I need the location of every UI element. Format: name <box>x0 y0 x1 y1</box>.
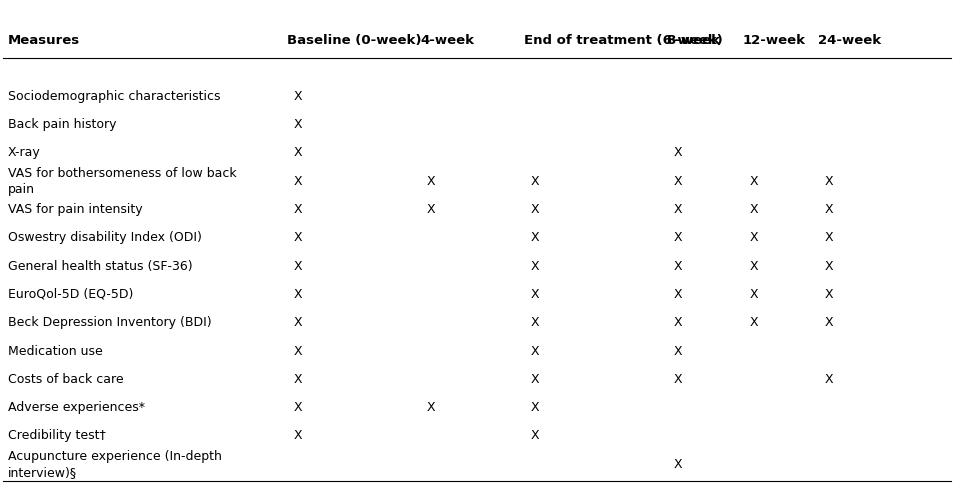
Text: Credibility test†: Credibility test† <box>8 430 105 442</box>
Text: Baseline (0-week): Baseline (0-week) <box>287 34 421 47</box>
Text: General health status (SF-36): General health status (SF-36) <box>8 260 192 273</box>
Text: X: X <box>294 373 302 386</box>
Text: Beck Depression Inventory (BDI): Beck Depression Inventory (BDI) <box>8 316 211 329</box>
Text: X: X <box>673 288 681 301</box>
Text: X: X <box>294 288 302 301</box>
Text: X: X <box>531 345 539 358</box>
Text: Back pain history: Back pain history <box>8 118 116 131</box>
Text: VAS for bothersomeness of low back
pain: VAS for bothersomeness of low back pain <box>8 167 236 196</box>
Text: 4-week: 4-week <box>419 34 474 47</box>
Text: X: X <box>294 316 302 329</box>
Text: X: X <box>673 231 681 244</box>
Text: X: X <box>673 316 681 329</box>
Text: X-ray: X-ray <box>8 146 40 159</box>
Text: X: X <box>294 231 302 244</box>
Text: X: X <box>294 174 302 188</box>
Text: End of treatment (6-week): End of treatment (6-week) <box>524 34 722 47</box>
Text: X: X <box>824 174 833 188</box>
Text: X: X <box>294 203 302 216</box>
Text: Medication use: Medication use <box>8 345 102 358</box>
Text: X: X <box>531 401 539 414</box>
Text: X: X <box>673 373 681 386</box>
Text: X: X <box>531 430 539 442</box>
Text: EuroQol-5D (EQ-5D): EuroQol-5D (EQ-5D) <box>8 288 132 301</box>
Text: X: X <box>294 430 302 442</box>
Text: X: X <box>531 316 539 329</box>
Text: X: X <box>294 260 302 273</box>
Text: Sociodemographic characteristics: Sociodemographic characteristics <box>8 90 220 103</box>
Text: X: X <box>294 401 302 414</box>
Text: X: X <box>824 203 833 216</box>
Text: X: X <box>824 316 833 329</box>
Text: X: X <box>531 203 539 216</box>
Text: X: X <box>673 260 681 273</box>
Text: X: X <box>748 288 757 301</box>
Text: X: X <box>673 458 681 471</box>
Text: X: X <box>531 373 539 386</box>
Text: X: X <box>824 288 833 301</box>
Text: X: X <box>426 401 435 414</box>
Text: X: X <box>294 146 302 159</box>
Text: X: X <box>673 146 681 159</box>
Text: X: X <box>426 174 435 188</box>
Text: X: X <box>673 174 681 188</box>
Text: Oswestry disability Index (ODI): Oswestry disability Index (ODI) <box>8 231 201 244</box>
Text: X: X <box>531 174 539 188</box>
Text: Adverse experiences*: Adverse experiences* <box>8 401 144 414</box>
Text: X: X <box>294 90 302 103</box>
Text: X: X <box>294 118 302 131</box>
Text: X: X <box>824 373 833 386</box>
Text: X: X <box>531 231 539 244</box>
Text: VAS for pain intensity: VAS for pain intensity <box>8 203 142 216</box>
Text: X: X <box>748 231 757 244</box>
Text: X: X <box>748 316 757 329</box>
Text: X: X <box>426 203 435 216</box>
Text: X: X <box>531 288 539 301</box>
Text: X: X <box>824 231 833 244</box>
Text: Measures: Measures <box>8 34 79 47</box>
Text: X: X <box>748 174 757 188</box>
Text: 24-week: 24-week <box>818 34 881 47</box>
Text: X: X <box>531 260 539 273</box>
Text: Acupuncture experience (In-depth
interview)§: Acupuncture experience (In-depth intervi… <box>8 450 221 479</box>
Text: Costs of back care: Costs of back care <box>8 373 123 386</box>
Text: 8-week: 8-week <box>666 34 720 47</box>
Text: X: X <box>673 203 681 216</box>
Text: 12-week: 12-week <box>741 34 804 47</box>
Text: X: X <box>748 203 757 216</box>
Text: X: X <box>294 345 302 358</box>
Text: X: X <box>673 345 681 358</box>
Text: X: X <box>824 260 833 273</box>
Text: X: X <box>748 260 757 273</box>
